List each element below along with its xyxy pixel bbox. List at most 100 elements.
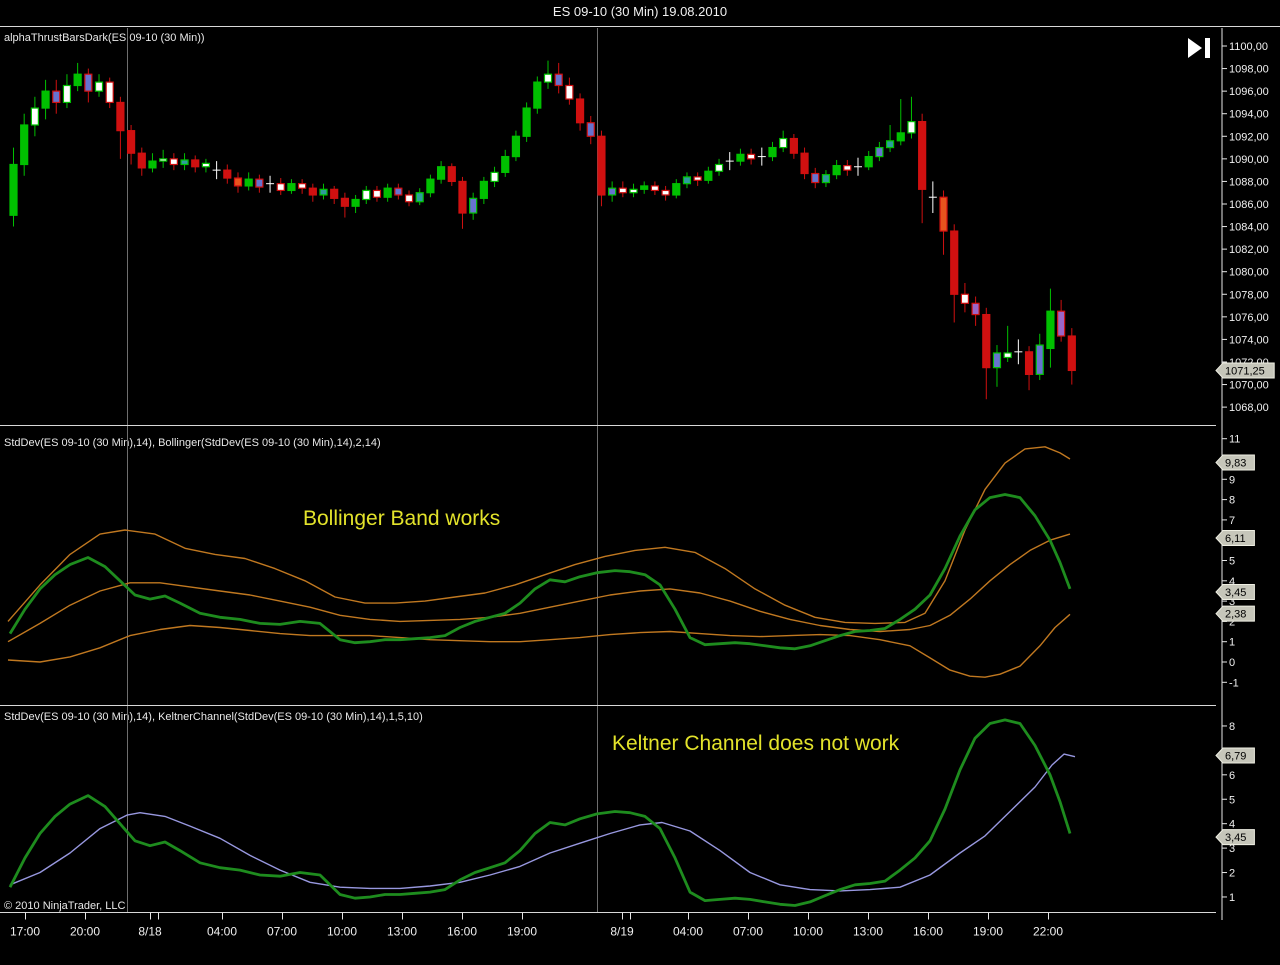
time-axis-label: 07:00	[267, 925, 297, 939]
time-axis-label: 13:00	[387, 925, 417, 939]
candlestick	[94, 81, 104, 92]
candlestick	[693, 176, 702, 181]
candlestick	[533, 81, 542, 109]
candlestick	[244, 178, 253, 187]
play-to-end-icon-bar[interactable]	[1205, 38, 1210, 58]
candlestick	[511, 135, 521, 158]
candlestick	[832, 165, 841, 176]
bollinger-panel-label: StdDev(ES 09-10 (30 Min),14), Bollinger(…	[4, 437, 381, 449]
bollinger-axis-label: 9	[1229, 474, 1235, 486]
price-panel-plot-area[interactable]	[0, 28, 1216, 426]
candlestick	[30, 107, 39, 126]
price-axis-label: 1100,00	[1229, 41, 1268, 53]
candlestick	[340, 197, 349, 207]
keltner-axis-label: 3	[1229, 843, 1235, 855]
keltner-axis-label: 1	[1229, 892, 1235, 904]
candlestick	[950, 230, 959, 295]
price-axis-label: 1068,00	[1229, 402, 1269, 414]
candlestick	[180, 159, 189, 166]
candlestick	[372, 189, 382, 198]
stddev-line-bollinger-panel	[8, 493, 1072, 651]
candlestick	[501, 155, 510, 173]
bollinger-axis-label: 11	[1229, 434, 1240, 446]
candlestick	[789, 137, 798, 154]
candlestick	[554, 73, 563, 87]
last-price-marker-text: 1071,25	[1225, 365, 1265, 377]
candlestick	[907, 121, 916, 134]
bollinger-axis-label: -1	[1229, 677, 1239, 689]
candlestick	[800, 152, 809, 175]
candlestick	[105, 81, 114, 104]
candlestick	[233, 177, 243, 187]
keltner-panel-plot-area[interactable]	[0, 706, 1216, 913]
time-axis-label: 10:00	[327, 925, 357, 939]
candlestick	[768, 146, 777, 158]
candlestick	[126, 130, 136, 154]
bollinger-lower-line	[7, 613, 1071, 678]
keltner-middle-line	[9, 753, 1076, 892]
bollinger-axis-label: 7	[1229, 515, 1235, 527]
candlestick	[565, 84, 574, 100]
candlestick	[747, 153, 756, 160]
candlestick	[597, 135, 606, 196]
candlestick	[682, 176, 692, 185]
bollinger-value-marker	[1215, 605, 1255, 622]
candlestick	[394, 187, 403, 196]
play-to-end-icon[interactable]	[1188, 38, 1202, 58]
candlestick	[201, 162, 211, 168]
candlestick	[864, 155, 873, 168]
candlestick	[971, 302, 980, 316]
candlestick	[896, 132, 905, 142]
candlestick	[9, 163, 18, 216]
candlestick	[1003, 352, 1012, 359]
price-axis-label: 1076,00	[1229, 312, 1269, 324]
keltner-axis-label: 8	[1229, 721, 1235, 733]
candlestick	[811, 172, 820, 184]
bollinger-value-marker-text: 2,38	[1225, 609, 1246, 621]
candlestick	[191, 159, 200, 168]
bollinger-axis-label: 0	[1229, 657, 1235, 669]
keltner-axis-label: 2	[1229, 868, 1235, 880]
bollinger-panel-plot-area[interactable]	[0, 426, 1216, 706]
candlestick	[586, 122, 595, 137]
price-axis-label: 1074,00	[1229, 334, 1269, 346]
time-axis-label: 19:00	[507, 925, 537, 939]
candlestick	[415, 192, 424, 203]
candlestick	[62, 84, 72, 104]
candlestick	[575, 98, 585, 124]
bollinger-axis-label: 3	[1229, 596, 1235, 608]
candlestick	[875, 146, 884, 158]
candlestick	[330, 188, 339, 199]
candlestick	[1024, 351, 1034, 375]
bollinger-value-marker	[1215, 454, 1255, 471]
price-axis-label: 1078,00	[1229, 289, 1269, 301]
candlestick	[223, 169, 232, 179]
bollinger-axis-label: 8	[1229, 495, 1235, 507]
candlestick	[276, 183, 285, 192]
price-axis-label: 1092,00	[1229, 131, 1269, 143]
candlestick	[447, 166, 456, 183]
candlestick	[73, 73, 82, 87]
keltner-axis-label: 5	[1229, 794, 1235, 806]
candlestick	[714, 163, 724, 172]
candlestick	[479, 180, 488, 199]
candlestick	[608, 187, 617, 196]
bollinger-axis-label: 2	[1229, 616, 1235, 628]
bollinger-value-marker	[1215, 583, 1255, 600]
time-axis-label: 20:00	[70, 925, 100, 939]
bollinger-annotation: Bollinger Band works	[303, 507, 500, 531]
price-axis-label: 1090,00	[1229, 154, 1269, 166]
candlestick	[629, 188, 638, 194]
candlestick	[137, 152, 146, 169]
candlestick	[843, 165, 852, 171]
bollinger-value-marker-text: 9,83	[1225, 457, 1246, 469]
candlestick	[1035, 344, 1044, 375]
window-title: ES 09-10 (30 Min) 19.08.2010	[552, 4, 728, 19]
stddev-line-keltner-panel	[8, 718, 1072, 907]
candlestick	[885, 140, 895, 149]
bollinger-value-marker-text: 6,11	[1225, 533, 1246, 545]
price-axis-label: 1094,00	[1229, 109, 1269, 121]
bollinger-value-marker	[1215, 529, 1255, 546]
candlestick	[736, 153, 745, 162]
